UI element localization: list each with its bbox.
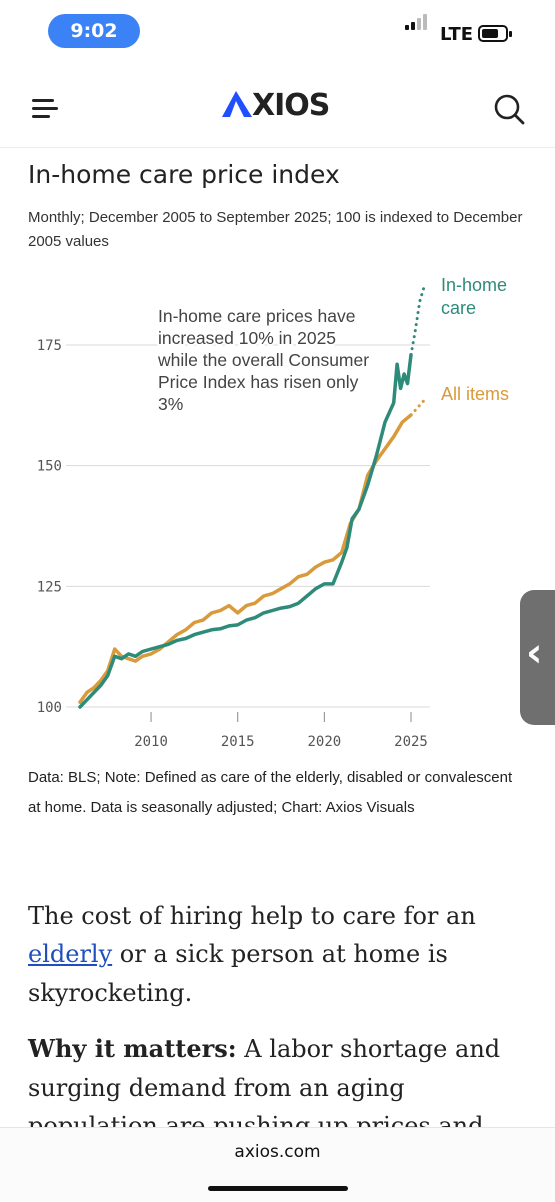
y-tick-label: 150: [37, 459, 62, 475]
legend-all-items: All items: [441, 384, 509, 404]
network-label: LTE: [440, 24, 474, 45]
article-text: The cost of hiring help to care for an: [28, 902, 476, 930]
chart-grid: 100 125 150 175: [37, 338, 430, 716]
x-tick-label: 2025: [394, 734, 428, 750]
side-panel-tab[interactable]: ‹: [520, 590, 555, 725]
article-paragraph-1: The cost of hiring help to care for an e…: [28, 897, 533, 1012]
axios-a-icon: [222, 91, 252, 117]
annotation-line: while the overall Consumer: [157, 350, 369, 370]
logo-text: XIOS: [252, 88, 330, 123]
series-line-in-home-care: [78, 352, 413, 709]
annotation-line: In-home care prices have: [158, 306, 355, 326]
header-divider: [0, 147, 555, 148]
series-dotted-all-items: [409, 399, 426, 417]
y-tick-label: 100: [37, 700, 62, 716]
legend-in-home-care: In-home care: [441, 275, 507, 318]
battery-icon: [478, 25, 512, 42]
chart-legend: In-home care All items: [441, 275, 509, 404]
x-tick-label: 2010: [134, 734, 168, 750]
chart-source-note: Data: BLS; Note: Defined as care of the …: [28, 769, 513, 816]
chart-x-axis: 2010 2015 2020 2025: [134, 712, 428, 750]
elderly-link[interactable]: elderly: [28, 940, 113, 969]
chart-subtitle: Monthly; December 2005 to September 2025…: [28, 209, 523, 250]
chart-series: [78, 285, 426, 709]
x-tick-label: 2015: [221, 734, 255, 750]
axios-logo[interactable]: XIOS: [222, 88, 330, 123]
chevron-left-icon: ‹: [526, 630, 543, 676]
hamburger-icon[interactable]: [32, 97, 58, 119]
price-index-chart: 100 125 150 175 In-home care prices haveinc…: [37, 275, 509, 750]
annotation-line: Price Index has risen only: [158, 372, 359, 392]
status-time[interactable]: 9:02: [48, 14, 140, 48]
annotation-line: increased 10% in 2025: [158, 328, 336, 348]
home-indicator[interactable]: [208, 1186, 348, 1191]
y-tick-label: 175: [37, 338, 62, 354]
status-bar: 9:02 LTE: [0, 0, 555, 62]
y-tick-label: 125: [37, 579, 62, 595]
browser-bottom-bar: axios.com: [0, 1127, 555, 1201]
why-it-matters-label: Why it matters:: [28, 1034, 237, 1064]
chart-title: In-home care price index: [28, 160, 340, 189]
search-icon[interactable]: [492, 92, 526, 126]
series-line-all-items: [78, 413, 413, 704]
annotation-line: 3%: [158, 394, 183, 414]
site-header: XIOS: [0, 80, 555, 140]
article-text: or a sick person at home is skyrocketing…: [28, 940, 448, 1007]
url-label[interactable]: axios.com: [234, 1142, 321, 1162]
series-dotted-in-home-care: [409, 285, 426, 357]
x-tick-label: 2020: [307, 734, 341, 750]
